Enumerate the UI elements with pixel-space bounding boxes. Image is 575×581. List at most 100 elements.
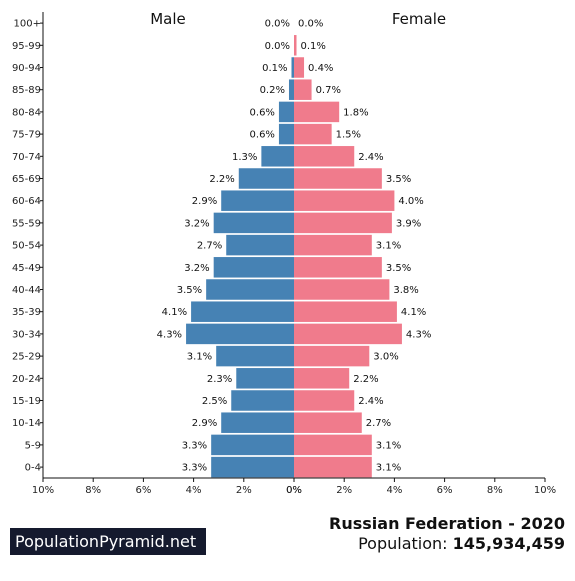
age-tick-label: 100+ [14,19,41,30]
data-label-female: 4.3% [406,329,431,340]
bar-female [294,57,305,78]
x-tick-label: 2% [236,485,252,496]
bar-female [294,79,312,100]
data-label-female: 0.4% [308,63,333,74]
age-tick-label: 0-4 [25,463,41,474]
chart-title: Russian Federation - 2020 [329,514,565,533]
age-tick-label: 65-69 [12,174,41,185]
data-label-male: 3.2% [184,218,209,229]
data-label-female: 3.1% [376,440,401,451]
data-label-female: 3.1% [376,241,401,252]
bar-female [294,434,372,456]
bar-male [288,79,294,100]
data-label-male: 4.1% [162,307,187,318]
bar-male [213,212,294,234]
bar-female [294,412,362,433]
data-label-female: 0.7% [316,85,341,96]
age-tick-label: 50-54 [12,241,41,252]
age-tick-label: 75-79 [12,130,41,141]
population-label: Population: [358,534,448,553]
bar-female [294,301,397,322]
data-label-male: 1.3% [232,152,257,163]
bar-male [226,234,294,256]
population-pyramid-chart: Male Female 100+ 0.0% 0.0% 95-99 0.0% 0.1% 90-94… [12,10,556,496]
bar-female [294,456,372,478]
data-label-male: 2.3% [207,374,232,385]
data-label-male: 0.0% [265,19,290,30]
data-label-male: 2.9% [192,196,217,207]
bar-female [294,234,372,256]
bar-male [278,101,294,123]
x-tick-label: 2% [336,485,352,496]
bar-male [213,257,294,278]
population-value: 145,934,459 [452,534,565,553]
x-tick-label: 6% [437,485,453,496]
age-tick-label: 85-89 [12,85,41,96]
bar-male [236,368,294,389]
data-label-female: 3.5% [386,263,411,274]
data-label-male: 2.2% [209,174,234,185]
data-label-female: 3.9% [396,218,421,229]
age-tick-label: 5-9 [25,440,41,451]
bar-female [294,168,382,189]
bar-female [294,257,382,278]
data-label-female: 2.4% [358,396,383,407]
data-label-female: 4.1% [401,307,426,318]
data-label-female: 0.1% [301,41,326,52]
bar-male [238,168,294,189]
bar-female [294,35,297,56]
data-label-male: 3.5% [177,285,202,296]
data-label-female: 2.7% [366,418,391,429]
data-label-female: 3.5% [386,174,411,185]
data-label-female: 3.1% [376,463,401,474]
bar-female [294,279,390,300]
bar-female [294,212,392,234]
age-tick-label: 80-84 [12,107,41,118]
data-label-female: 2.2% [353,374,378,385]
x-tick-label: 10% [32,485,54,496]
bar-female [294,101,340,123]
bar-female [294,146,355,167]
bar-male [206,279,294,300]
bar-female [294,345,370,367]
data-label-male: 3.3% [182,440,207,451]
data-label-male: 0.2% [260,85,285,96]
age-tick-label: 10-14 [12,418,41,429]
age-tick-label: 25-29 [12,352,41,363]
bar-male [186,323,294,345]
data-label-female: 4.0% [398,196,423,207]
data-label-male: 0.0% [265,41,290,52]
data-label-female: 1.8% [343,107,368,118]
bar-male [221,412,294,433]
data-label-male: 2.9% [192,418,217,429]
population-total: Population: 145,934,459 [358,534,565,553]
data-label-male: 3.3% [182,463,207,474]
bar-male [211,456,294,478]
bar-female [294,368,350,389]
bar-male [216,345,294,367]
bar-female [294,323,402,345]
age-tick-label: 30-34 [12,329,41,340]
x-tick-label: 0% [286,485,302,496]
brand-logo[interactable]: PopulationPyramid.net [10,528,206,555]
x-tick-label: 0% [286,485,302,496]
x-tick-label: 6% [135,485,151,496]
bar-male [278,123,294,145]
bar-male [221,190,294,211]
data-label-female: 3.0% [373,352,398,363]
data-label-female: 3.8% [393,285,418,296]
x-tick-label: 8% [85,485,101,496]
age-tick-label: 20-24 [12,374,41,385]
data-label-female: 0.0% [298,19,323,30]
bar-female [294,390,355,411]
age-tick-label: 40-44 [12,285,41,296]
x-tick-label: 10% [534,485,556,496]
female-legend-label: Female [392,10,446,28]
bar-male [231,390,294,411]
age-tick-label: 45-49 [12,263,41,274]
bar-male [211,434,294,456]
data-label-male: 0.6% [250,130,275,141]
data-label-female: 2.4% [358,152,383,163]
bar-female [294,123,332,145]
data-label-male: 2.5% [202,396,227,407]
